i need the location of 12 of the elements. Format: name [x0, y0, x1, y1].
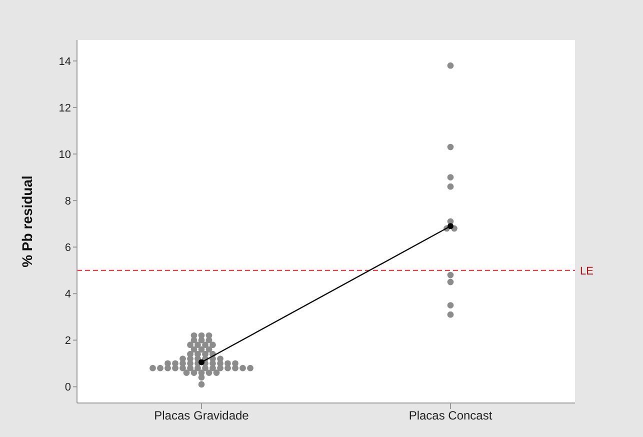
- y-tick-label: 0: [64, 382, 71, 394]
- y-tick-label: 12: [58, 102, 71, 114]
- x-tick-label: Placas Gravidade: [154, 408, 250, 423]
- ref-line-label: LE: [580, 265, 594, 278]
- y-tick-label: 2: [64, 335, 71, 348]
- y-axis-title: % Pb residual: [18, 176, 35, 268]
- x-tick-label: Placas Concast: [408, 408, 493, 423]
- y-tick-label: 8: [64, 195, 71, 208]
- y-tick-label: 6: [64, 242, 71, 254]
- y-tick-label: 10: [58, 148, 71, 161]
- y-tick-label: 14: [58, 56, 71, 68]
- y-tick-label: 4: [64, 288, 71, 301]
